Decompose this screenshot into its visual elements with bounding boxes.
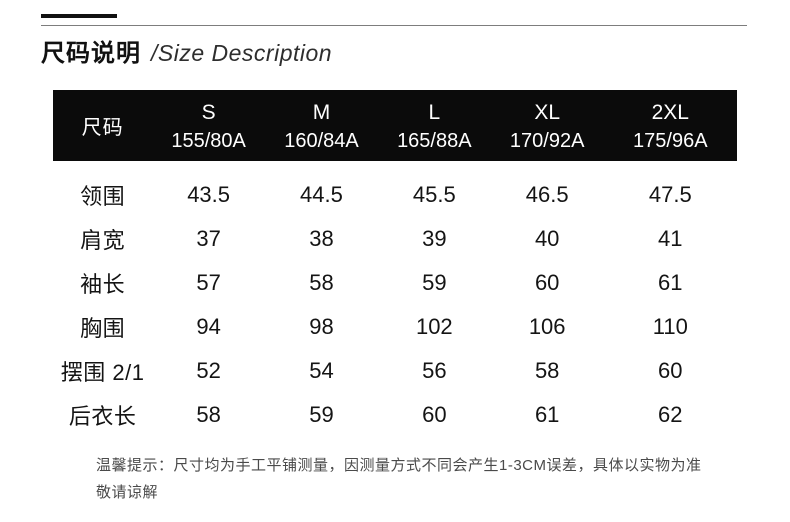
table-cell: 94 xyxy=(196,314,221,339)
row-label: 肩宽 xyxy=(80,228,126,253)
table-cell: 98 xyxy=(309,314,334,339)
size-spec: 155/80A xyxy=(171,129,246,152)
table-cell: 56 xyxy=(422,358,447,383)
size-label: XL xyxy=(534,100,561,124)
table-cell: 110 xyxy=(652,314,688,339)
row-label: 后衣长 xyxy=(68,404,137,429)
size-column-header-xl: XL 170/92A xyxy=(491,90,604,161)
size-column-header-2xl: 2XL 175/96A xyxy=(604,90,737,161)
table-cell: 62 xyxy=(658,402,683,427)
table-cell: 60 xyxy=(658,358,683,383)
table-cell: 54 xyxy=(309,358,334,383)
table-cell: 102 xyxy=(415,314,453,339)
size-column-header-m: M 160/84A xyxy=(265,90,378,161)
size-label: S xyxy=(201,100,216,124)
size-table-header: 尺码 S 155/80A M 160/84A L 165/88A XL 170/… xyxy=(53,90,737,161)
size-column-header-s: S 155/80A xyxy=(152,90,265,161)
table-cell: 58 xyxy=(196,402,221,427)
table-cell: 59 xyxy=(309,402,334,427)
size-table: 尺码 S 155/80A M 160/84A L 165/88A XL 170/… xyxy=(53,90,737,437)
section-title-en: /Size Description xyxy=(151,40,333,66)
row-label: 胸围 xyxy=(80,316,126,341)
accent-bar xyxy=(41,14,117,18)
table-cell: 40 xyxy=(534,226,560,251)
row-label: 袖长 xyxy=(80,272,126,297)
table-cell: 60 xyxy=(534,270,560,295)
table-row-collar: 领围 43.5 44.5 45.5 46.5 47.5 xyxy=(53,173,737,217)
size-label: L xyxy=(428,100,441,124)
section-title: 尺码说明 /Size Description xyxy=(41,33,332,68)
table-cell: 38 xyxy=(309,226,334,251)
table-row-hem: 摆围 2/1 52 54 56 58 60 xyxy=(53,349,737,393)
row-label: 摆围 2/1 xyxy=(60,360,145,385)
size-spec: 170/92A xyxy=(509,129,585,152)
size-spec: 165/88A xyxy=(397,129,472,152)
table-cell: 106 xyxy=(528,314,566,339)
table-cell: 52 xyxy=(196,358,221,383)
table-cell: 57 xyxy=(196,270,221,295)
table-cell: 46.5 xyxy=(525,182,569,207)
table-cell: 44.5 xyxy=(300,182,343,207)
table-cell: 59 xyxy=(422,270,447,295)
measurement-note: 温馨提示：尺寸均为手工平铺测量，因测量方式不同会产生1-3CM误差，具体以实物为… xyxy=(96,452,702,506)
table-cell: 61 xyxy=(658,270,683,295)
note-line-2: 敬请谅解 xyxy=(96,484,159,501)
size-spec: 160/84A xyxy=(284,129,359,152)
table-cell: 60 xyxy=(422,402,447,427)
section-title-zh: 尺码说明 xyxy=(41,40,141,67)
size-label: 2XL xyxy=(651,100,689,124)
size-table-body: 领围 43.5 44.5 45.5 46.5 47.5 肩宽 37 38 39 … xyxy=(53,161,737,437)
table-cell: 47.5 xyxy=(648,182,692,207)
table-cell: 58 xyxy=(534,358,560,383)
table-row-shoulder: 肩宽 37 38 39 40 41 xyxy=(53,217,737,261)
table-cell: 39 xyxy=(422,226,447,251)
table-cell: 41 xyxy=(658,226,683,251)
table-row-sleeve: 袖长 57 58 59 60 61 xyxy=(53,261,737,305)
table-cell: 61 xyxy=(534,402,560,427)
table-cell: 58 xyxy=(309,270,334,295)
row-label: 领围 xyxy=(80,184,126,209)
size-spec: 175/96A xyxy=(633,129,708,152)
header-divider xyxy=(41,25,747,26)
table-cell: 37 xyxy=(196,226,221,251)
size-label: M xyxy=(312,100,331,124)
size-column-header-l: L 165/88A xyxy=(378,90,491,161)
note-line-1: 温馨提示：尺寸均为手工平铺测量，因测量方式不同会产生1-3CM误差，具体以实物为… xyxy=(96,457,702,474)
corner-header-cell: 尺码 xyxy=(81,117,124,139)
table-row-chest: 胸围 94 98 102 106 110 xyxy=(53,305,737,349)
table-cell: 45.5 xyxy=(412,182,456,207)
table-row-back-length: 后衣长 58 59 60 61 62 xyxy=(53,393,737,437)
table-cell: 43.5 xyxy=(187,182,231,207)
